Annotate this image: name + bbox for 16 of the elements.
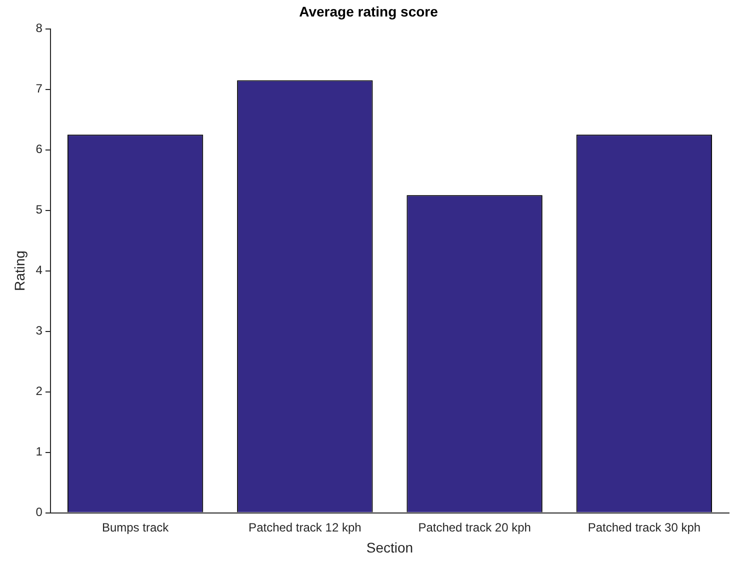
y-axis-title: Rating xyxy=(11,250,28,292)
x-tick-label: Patched track 20 kph xyxy=(418,520,531,534)
y-tick-label: 8 xyxy=(36,21,43,36)
y-tick-label: 7 xyxy=(36,82,43,96)
y-tick-label: 0 xyxy=(36,505,43,520)
y-tick-label: 5 xyxy=(36,202,43,217)
y-tick-label: 2 xyxy=(36,384,43,398)
chart-title: Average rating score xyxy=(299,3,438,20)
y-tick-label: 4 xyxy=(36,263,43,278)
y-tick-label: 1 xyxy=(36,444,43,459)
x-tick-label: Bumps track xyxy=(102,520,170,534)
x-axis-title: Section xyxy=(366,539,414,556)
x-tick-label: Patched track 30 kph xyxy=(588,520,701,534)
y-tick-label: 6 xyxy=(36,142,43,156)
y-tick-label: 3 xyxy=(36,324,43,338)
x-tick-label: Patched track 12 kph xyxy=(248,520,362,534)
